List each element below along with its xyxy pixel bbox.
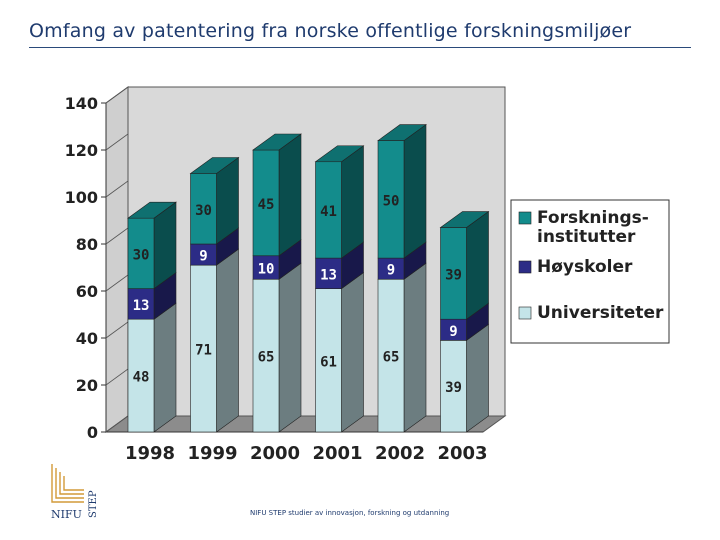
nifu-step-logo: NIFU STEP (51, 464, 99, 521)
y-tick-label: 140 (65, 94, 98, 113)
bar-top-cap (314, 145, 365, 163)
legend-box (510, 199, 670, 344)
data-label: 48 (133, 370, 150, 386)
y-tick-depth (105, 321, 129, 339)
y-tick-depth (105, 180, 129, 198)
data-label: 65 (383, 350, 400, 366)
svg-text:STEP: STEP (88, 490, 99, 518)
forskningsinstitutter-segment-side (403, 124, 427, 259)
universiteter-segment-side (153, 302, 177, 433)
hoyskoler-segment-front (315, 257, 342, 289)
y-tick-label: 80 (76, 235, 98, 254)
bar-top-cap (252, 133, 302, 151)
legend-swatch-universiteter (518, 306, 532, 320)
data-label: 30 (133, 247, 150, 263)
forskningsinstitutter-segment-front (127, 217, 155, 289)
hoyskoler-segment-front (127, 288, 155, 320)
forskningsinstitutter-segment-front (252, 149, 280, 257)
legend-label: Forsknings- (537, 208, 649, 228)
data-label: 9 (199, 249, 207, 265)
data-label: 9 (449, 324, 457, 340)
data-label: 65 (258, 350, 275, 366)
footer-text: NIFU STEP studier av innovasjon, forskni… (250, 509, 450, 517)
forskningsinstitutter-segment-front (440, 227, 467, 320)
y-tick-depth (105, 133, 129, 151)
y-tick-label: 0 (87, 423, 98, 442)
universiteter-segment-front (127, 318, 155, 433)
legend-label: Universiteter (537, 303, 664, 323)
x-tick-label: 2002 (375, 443, 425, 464)
bar-top-cap (377, 124, 427, 141)
universiteter-segment-side (403, 262, 427, 433)
legend-label: institutter (537, 227, 636, 247)
x-tick-label: 2001 (312, 443, 362, 464)
title-divider (29, 47, 691, 48)
y-tick-label: 20 (76, 376, 98, 395)
bar-top-cap (439, 211, 490, 228)
data-label: 10 (258, 262, 275, 278)
universiteter-segment-front (377, 278, 405, 433)
universiteter-segment-front (315, 288, 342, 433)
bar-top-cap (189, 157, 240, 174)
forskningsinstitutter-segment-side (341, 145, 364, 259)
universiteter-segment-side (278, 262, 302, 433)
universiteter-segment-front (190, 264, 217, 433)
x-tick-label: 2003 (437, 443, 487, 464)
data-label: 13 (320, 267, 337, 283)
y-tick-label: 120 (65, 141, 98, 160)
data-label: 50 (383, 193, 400, 209)
y-tick-depth (105, 227, 129, 245)
universiteter-segment-side (341, 272, 364, 433)
data-label: 39 (445, 267, 462, 283)
forskningsinstitutter-segment-side (278, 133, 302, 257)
universiteter-segment-side (216, 248, 239, 433)
x-tick-label: 2000 (250, 443, 300, 464)
data-label: 71 (195, 343, 212, 359)
data-label: 39 (445, 380, 462, 396)
data-label: 61 (320, 354, 337, 370)
bar-top-cap (127, 201, 177, 219)
y-tick-depth (105, 86, 129, 104)
data-label: 41 (320, 204, 337, 220)
svg-text:NIFU: NIFU (51, 508, 82, 521)
data-label: 9 (387, 263, 395, 279)
x-tick-label: 1998 (125, 443, 175, 464)
data-label: 13 (133, 298, 150, 314)
forskningsinstitutter-segment-side (466, 210, 489, 320)
forskningsinstitutter-segment-front (190, 173, 217, 245)
universiteter-segment-front (440, 340, 467, 433)
y-tick-label: 100 (65, 188, 98, 207)
universiteter-segment-side (466, 323, 489, 433)
y-tick-depth (105, 368, 129, 386)
y-tick-label: 60 (76, 282, 98, 301)
legend-swatch-forskningsinstitutter (518, 211, 532, 225)
legend-label: Høyskoler (537, 257, 633, 277)
legend-swatch-hoyskoler (518, 260, 532, 274)
slide-title: Omfang av patentering fra norske offentl… (29, 20, 632, 42)
y-tick-label: 40 (76, 329, 98, 348)
y-tick-depth (105, 415, 129, 433)
forskningsinstitutter-segment-front (377, 140, 405, 259)
universiteter-segment-front (252, 278, 280, 433)
data-label: 30 (195, 203, 212, 219)
chart-side-wall (105, 86, 129, 433)
data-label: 45 (258, 197, 275, 213)
x-tick-label: 1999 (187, 443, 237, 464)
y-tick-depth (105, 274, 129, 292)
